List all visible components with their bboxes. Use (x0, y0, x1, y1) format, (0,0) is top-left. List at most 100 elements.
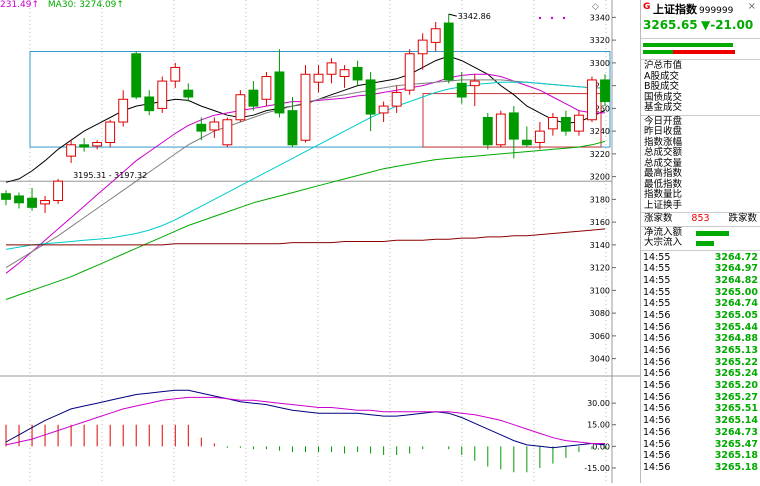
kline-chart-area[interactable]: 3340 3320 3300 3280 3260 3240 3220 3200 3180 3160… (0, 0, 640, 483)
candle-body (482, 116, 493, 146)
tick-row: 14:56 3265.22 (643, 357, 758, 369)
tick-row: 14:56 3265.18 (643, 450, 758, 462)
index-name-text: 上证指数 (653, 3, 697, 16)
tick-time: 14:56 (643, 333, 671, 345)
tick-price: 3265.00 (714, 286, 758, 298)
tick-row: 14:56 3265.05 (643, 310, 758, 322)
candle-body (144, 96, 155, 112)
candle-body (209, 121, 220, 131)
tick-time: 14:56 (643, 415, 671, 427)
tick-row: 14:55 3264.97 (643, 263, 758, 275)
tick-row: 14:56 3265.14 (643, 415, 758, 427)
quote-header: G 上证指数 999999 × 3265.65 ▼-21.00 (641, 0, 760, 39)
tick-time: 14:55 (643, 286, 671, 298)
tick-row: 14:56 3265.44 (643, 322, 758, 334)
stat-row: 总成交额 (644, 147, 683, 158)
candle-body (469, 80, 480, 87)
price-axis-label: 3220 (590, 150, 610, 159)
ratio-bar-red (643, 50, 735, 54)
price-axis-label: 3300 (590, 59, 610, 68)
candle-body (235, 94, 246, 121)
ratio-bar-green (643, 43, 733, 47)
flow-label: 大宗流入 (644, 237, 683, 248)
price-axis-label: 3140 (590, 241, 610, 250)
diamond-icon: ◇ (592, 2, 599, 12)
tick-price: 3265.47 (714, 438, 758, 450)
macd-axis-label: 30.00 (587, 399, 610, 408)
tick-price: 3264.82 (714, 274, 758, 286)
tick-time: 14:56 (643, 321, 671, 333)
tick-row: 14:56 3265.24 (643, 368, 758, 380)
candle-body (53, 180, 64, 202)
stat-row: 最高指数 (644, 168, 683, 179)
ma-line-5 (5, 140, 606, 300)
market-row: A股成交 (644, 70, 679, 82)
tick-time: 14:56 (643, 461, 671, 473)
flow-label: 净流入额 (644, 226, 683, 238)
stat-row: 今日开盘 (644, 115, 683, 127)
flow-row: 净流入额 (644, 226, 760, 239)
candle-body (534, 130, 545, 143)
ma-line-6 (6, 228, 606, 246)
candle-body (404, 53, 415, 91)
candle-body (157, 80, 168, 109)
price-axis-label: 3260 (590, 104, 610, 113)
tick-price: 3264.74 (714, 298, 758, 310)
candle-body (352, 66, 363, 81)
price-axis-label: 3240 (590, 127, 610, 136)
macd-dea-line (5, 396, 605, 446)
tick-price: 3265.22 (714, 356, 758, 368)
candle-body (508, 112, 519, 140)
tick-price: 3265.13 (714, 345, 758, 356)
candle-body (105, 121, 116, 144)
candle-body (430, 28, 441, 43)
high-pointer (448, 13, 457, 17)
range-box (29, 51, 611, 148)
candle-body (183, 89, 194, 98)
tick-time: 14:56 (643, 368, 671, 380)
close-icon[interactable]: × (747, 1, 756, 12)
candle-body (378, 105, 389, 114)
candle-body (170, 66, 181, 82)
candle-body (391, 91, 402, 107)
candle-body (118, 98, 129, 123)
stat-row: 上证换手 (644, 199, 683, 211)
tick-row: 14:56 3265.13 (643, 345, 758, 357)
flow-bar (696, 241, 714, 246)
tick-price: 3265.27 (714, 391, 758, 403)
tick-row: 14:56 3265.18 (643, 462, 758, 474)
tick-list[interactable]: 14:55 3264.72 14:55 3264.97 14:55 3264.82 14:5… (641, 251, 760, 474)
flow-section: 净流入额 大宗流入 (641, 227, 760, 251)
candle-body (365, 79, 376, 115)
macd-axis-label: 0.00 (592, 442, 610, 451)
flow-row: 大宗流入 (644, 237, 760, 249)
stat-row: 昨日收盘 (644, 126, 683, 137)
high-label: 3342.86 (458, 12, 491, 21)
tick-row: 14:56 3265.20 (643, 380, 758, 392)
price-axis-label: 3080 (590, 309, 610, 318)
price-axis-label: 3040 (590, 355, 610, 364)
price-axis-label: 3160 (590, 218, 610, 227)
index-code: 999999 (699, 6, 734, 16)
tick-price: 3265.18 (714, 461, 758, 473)
ratio-bars (641, 39, 760, 60)
macd-axis-label: -15.00 (584, 464, 610, 473)
price-axis-label: 3280 (590, 82, 610, 91)
ratio-bar-green-2 (643, 50, 673, 54)
price-axis-label: 3180 (590, 195, 610, 204)
candle-body (417, 39, 428, 55)
candle-body (560, 116, 571, 132)
ma-legend: 231.49↑ MA30: 3274.09↑ (0, 0, 130, 10)
market-row: 沪总市值 (644, 60, 683, 71)
current-price: 3265.65 (643, 18, 698, 32)
tick-time: 14:56 (643, 380, 671, 392)
market-row: 国债成交 (644, 91, 683, 103)
tick-price: 3265.24 (714, 368, 758, 380)
candle-body (600, 79, 610, 103)
candle-body (40, 200, 50, 205)
tick-time: 14:56 (643, 345, 671, 356)
candle-body (313, 73, 324, 83)
tick-time: 14:56 (643, 438, 671, 450)
chart-svg[interactable]: 3340 3320 3300 3280 3260 3240 3220 3200 3180 3160… (0, 0, 640, 483)
macd-dif-line (5, 389, 606, 449)
